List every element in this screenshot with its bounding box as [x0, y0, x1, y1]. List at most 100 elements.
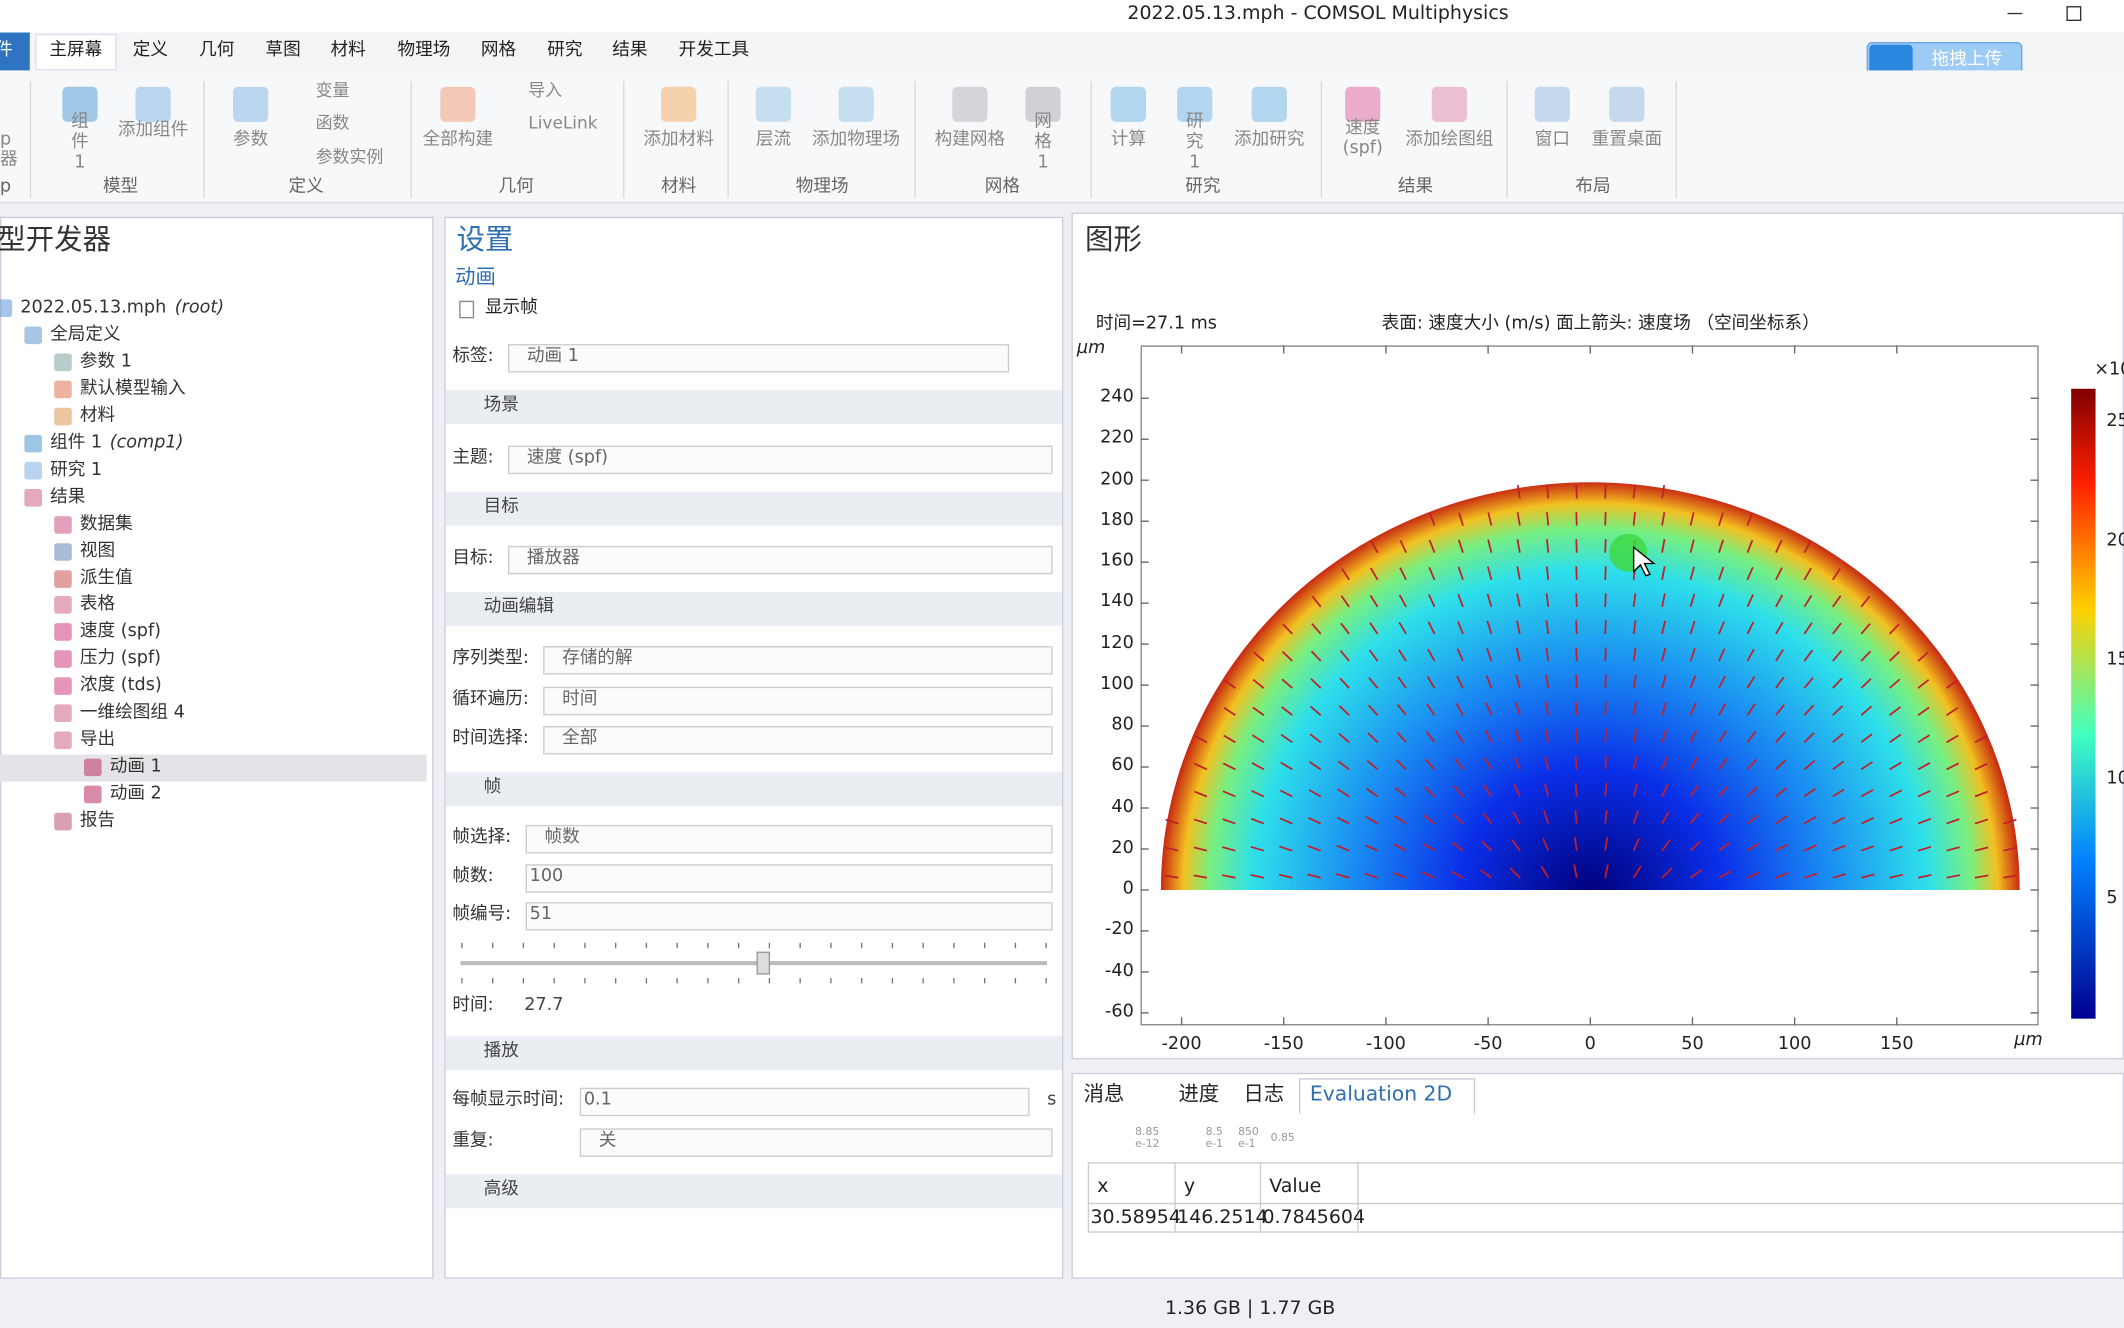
x-tick-label: 50 — [1681, 1034, 1704, 1055]
menu-tab[interactable]: 物理场 — [397, 40, 451, 61]
message-tab[interactable]: Evaluation 2D — [1309, 1081, 1453, 1106]
tree-item[interactable]: 动画 2 — [109, 783, 162, 805]
menu-tab[interactable]: 网格 — [480, 40, 517, 61]
ribbon-button[interactable]: 构建网格 — [934, 129, 1006, 150]
menu-tab[interactable]: 主屏幕 — [49, 40, 103, 61]
ribbon-button[interactable]: 添加研究 — [1234, 129, 1305, 150]
arrow — [1746, 731, 1757, 743]
table-cell: 146.2514 — [1177, 1206, 1268, 1229]
input-field[interactable] — [525, 824, 1053, 854]
message-tab[interactable]: 进度 — [1178, 1081, 1220, 1106]
ribbon-button[interactable]: 组件 1 — [71, 111, 89, 173]
ribbon-small-button[interactable]: LiveLink — [528, 112, 598, 133]
active-tab[interactable] — [35, 33, 117, 71]
arrow — [1543, 810, 1550, 824]
field-label: 帧编号: — [452, 904, 512, 925]
slider-thumb[interactable] — [756, 951, 771, 975]
tree-item[interactable]: 浓度 (tds) — [79, 675, 162, 697]
tree-item[interactable]: 全局定义 — [50, 324, 121, 345]
input-field[interactable] — [543, 646, 1053, 675]
input-field[interactable] — [507, 545, 1053, 575]
menu-tab[interactable]: 定义 — [132, 40, 168, 61]
tree-item[interactable]: 结果 — [50, 486, 86, 507]
ribbon-button[interactable]: 全部构建 — [422, 129, 494, 150]
section-title[interactable]: 动画编辑 — [483, 596, 555, 618]
menu-tab[interactable]: 件 — [0, 40, 13, 61]
arrow — [1803, 732, 1815, 743]
tree-item[interactable]: 报告 — [79, 810, 116, 832]
ribbon-button[interactable]: 速度 (spf) — [1342, 117, 1383, 159]
message-tab[interactable]: 日志 — [1243, 1081, 1285, 1106]
section-title[interactable]: 高级 — [483, 1179, 519, 1200]
arrow — [1604, 755, 1608, 770]
arrow — [1604, 810, 1608, 824]
tree-item[interactable]: 动画 1 — [109, 756, 162, 778]
ribbon-small-button[interactable]: 导入 — [528, 79, 563, 100]
ribbon-button[interactable]: 添加组件 — [117, 119, 189, 141]
panel-title: 图形 — [1085, 223, 1142, 256]
ribbon-button[interactable]: 研究 1 — [1185, 111, 1204, 173]
section-title[interactable]: 目标 — [483, 496, 519, 517]
ribbon-icon — [1431, 86, 1468, 122]
input-field[interactable] — [525, 902, 1053, 931]
menu-tab[interactable]: 研究 — [547, 40, 583, 61]
input-field[interactable] — [507, 344, 1010, 373]
tree-item[interactable]: 派生值 — [79, 567, 133, 588]
ribbon-button[interactable]: 计算 — [1110, 129, 1146, 150]
input-field[interactable] — [579, 1087, 1030, 1117]
tree-item[interactable]: 视图 — [79, 540, 116, 561]
ribbon-small-button[interactable]: 函数 — [315, 112, 350, 133]
tree-item[interactable]: 默认模型输入 — [79, 378, 186, 399]
tree-item[interactable]: 一维绘图组 4 — [79, 702, 185, 724]
input-field[interactable] — [507, 445, 1053, 475]
tree-item[interactable]: 参数 1 — [79, 351, 132, 372]
ribbon-separator — [623, 81, 625, 198]
tree-item[interactable]: 压力 (spf) — [79, 648, 162, 669]
field-label: 时间: — [452, 994, 494, 1016]
ribbon-button[interactable]: 添加绘图组 — [1405, 129, 1494, 150]
column-border — [1087, 1162, 1090, 1233]
ribbon-button[interactable]: 重置桌面 — [1591, 129, 1663, 150]
ribbon-button[interactable]: 窗口 — [1534, 129, 1570, 150]
arrow — [1399, 540, 1407, 554]
menu-tab[interactable]: 草图 — [265, 40, 301, 61]
ribbon-button[interactable]: 添加物理场 — [812, 129, 901, 150]
ribbon-button[interactable]: 网格 1 — [1034, 111, 1052, 173]
menu-tab[interactable]: 结果 — [612, 40, 648, 61]
tree-item[interactable]: 2022.05.13.mph — [20, 297, 167, 318]
active-message-tab[interactable] — [1299, 1078, 1476, 1115]
menu-tab[interactable]: 材料 — [330, 40, 366, 61]
ribbon-button[interactable]: 层流 — [755, 129, 792, 150]
section-title[interactable]: 帧 — [483, 776, 502, 798]
section-title[interactable]: 场景 — [483, 394, 519, 416]
arrow — [1689, 620, 1696, 635]
tree-item[interactable]: 材料 — [79, 405, 116, 426]
ribbon-button[interactable]: 添加材料 — [643, 129, 714, 150]
arrow — [1632, 728, 1638, 743]
section-title[interactable]: 播放 — [483, 1041, 519, 1062]
ribbon-small-button[interactable]: 参数实例 — [315, 146, 384, 167]
input-field[interactable] — [543, 726, 1053, 755]
ribbon-small-button[interactable]: 变量 — [315, 79, 350, 100]
arrow — [1546, 512, 1550, 526]
tree-item[interactable]: 数据集 — [79, 513, 133, 534]
input-field[interactable] — [579, 1128, 1053, 1157]
arrow — [1604, 620, 1607, 634]
arrow — [1832, 816, 1846, 825]
tree-item[interactable]: 导出 — [79, 729, 116, 751]
colorbar-label: 15 — [2106, 649, 2124, 670]
tree-item[interactable]: 组件 1 — [50, 432, 103, 453]
tree-item[interactable]: 表格 — [79, 594, 116, 615]
tree-icon — [0, 299, 13, 317]
tree-item[interactable]: 研究 1 — [50, 459, 103, 480]
ribbon-button[interactable]: 参数 — [232, 129, 269, 150]
menu-tab[interactable]: 几何 — [199, 40, 235, 61]
restore-button[interactable] — [2066, 6, 2082, 21]
input-field[interactable] — [525, 864, 1053, 893]
tree-item[interactable]: 速度 (spf) — [79, 621, 162, 642]
file-tab[interactable] — [0, 32, 30, 71]
arrow — [1917, 790, 1931, 798]
menu-tab[interactable]: 开发工具 — [678, 40, 750, 61]
input-field[interactable] — [543, 686, 1053, 716]
message-tab[interactable]: 消息 — [1083, 1081, 1125, 1106]
